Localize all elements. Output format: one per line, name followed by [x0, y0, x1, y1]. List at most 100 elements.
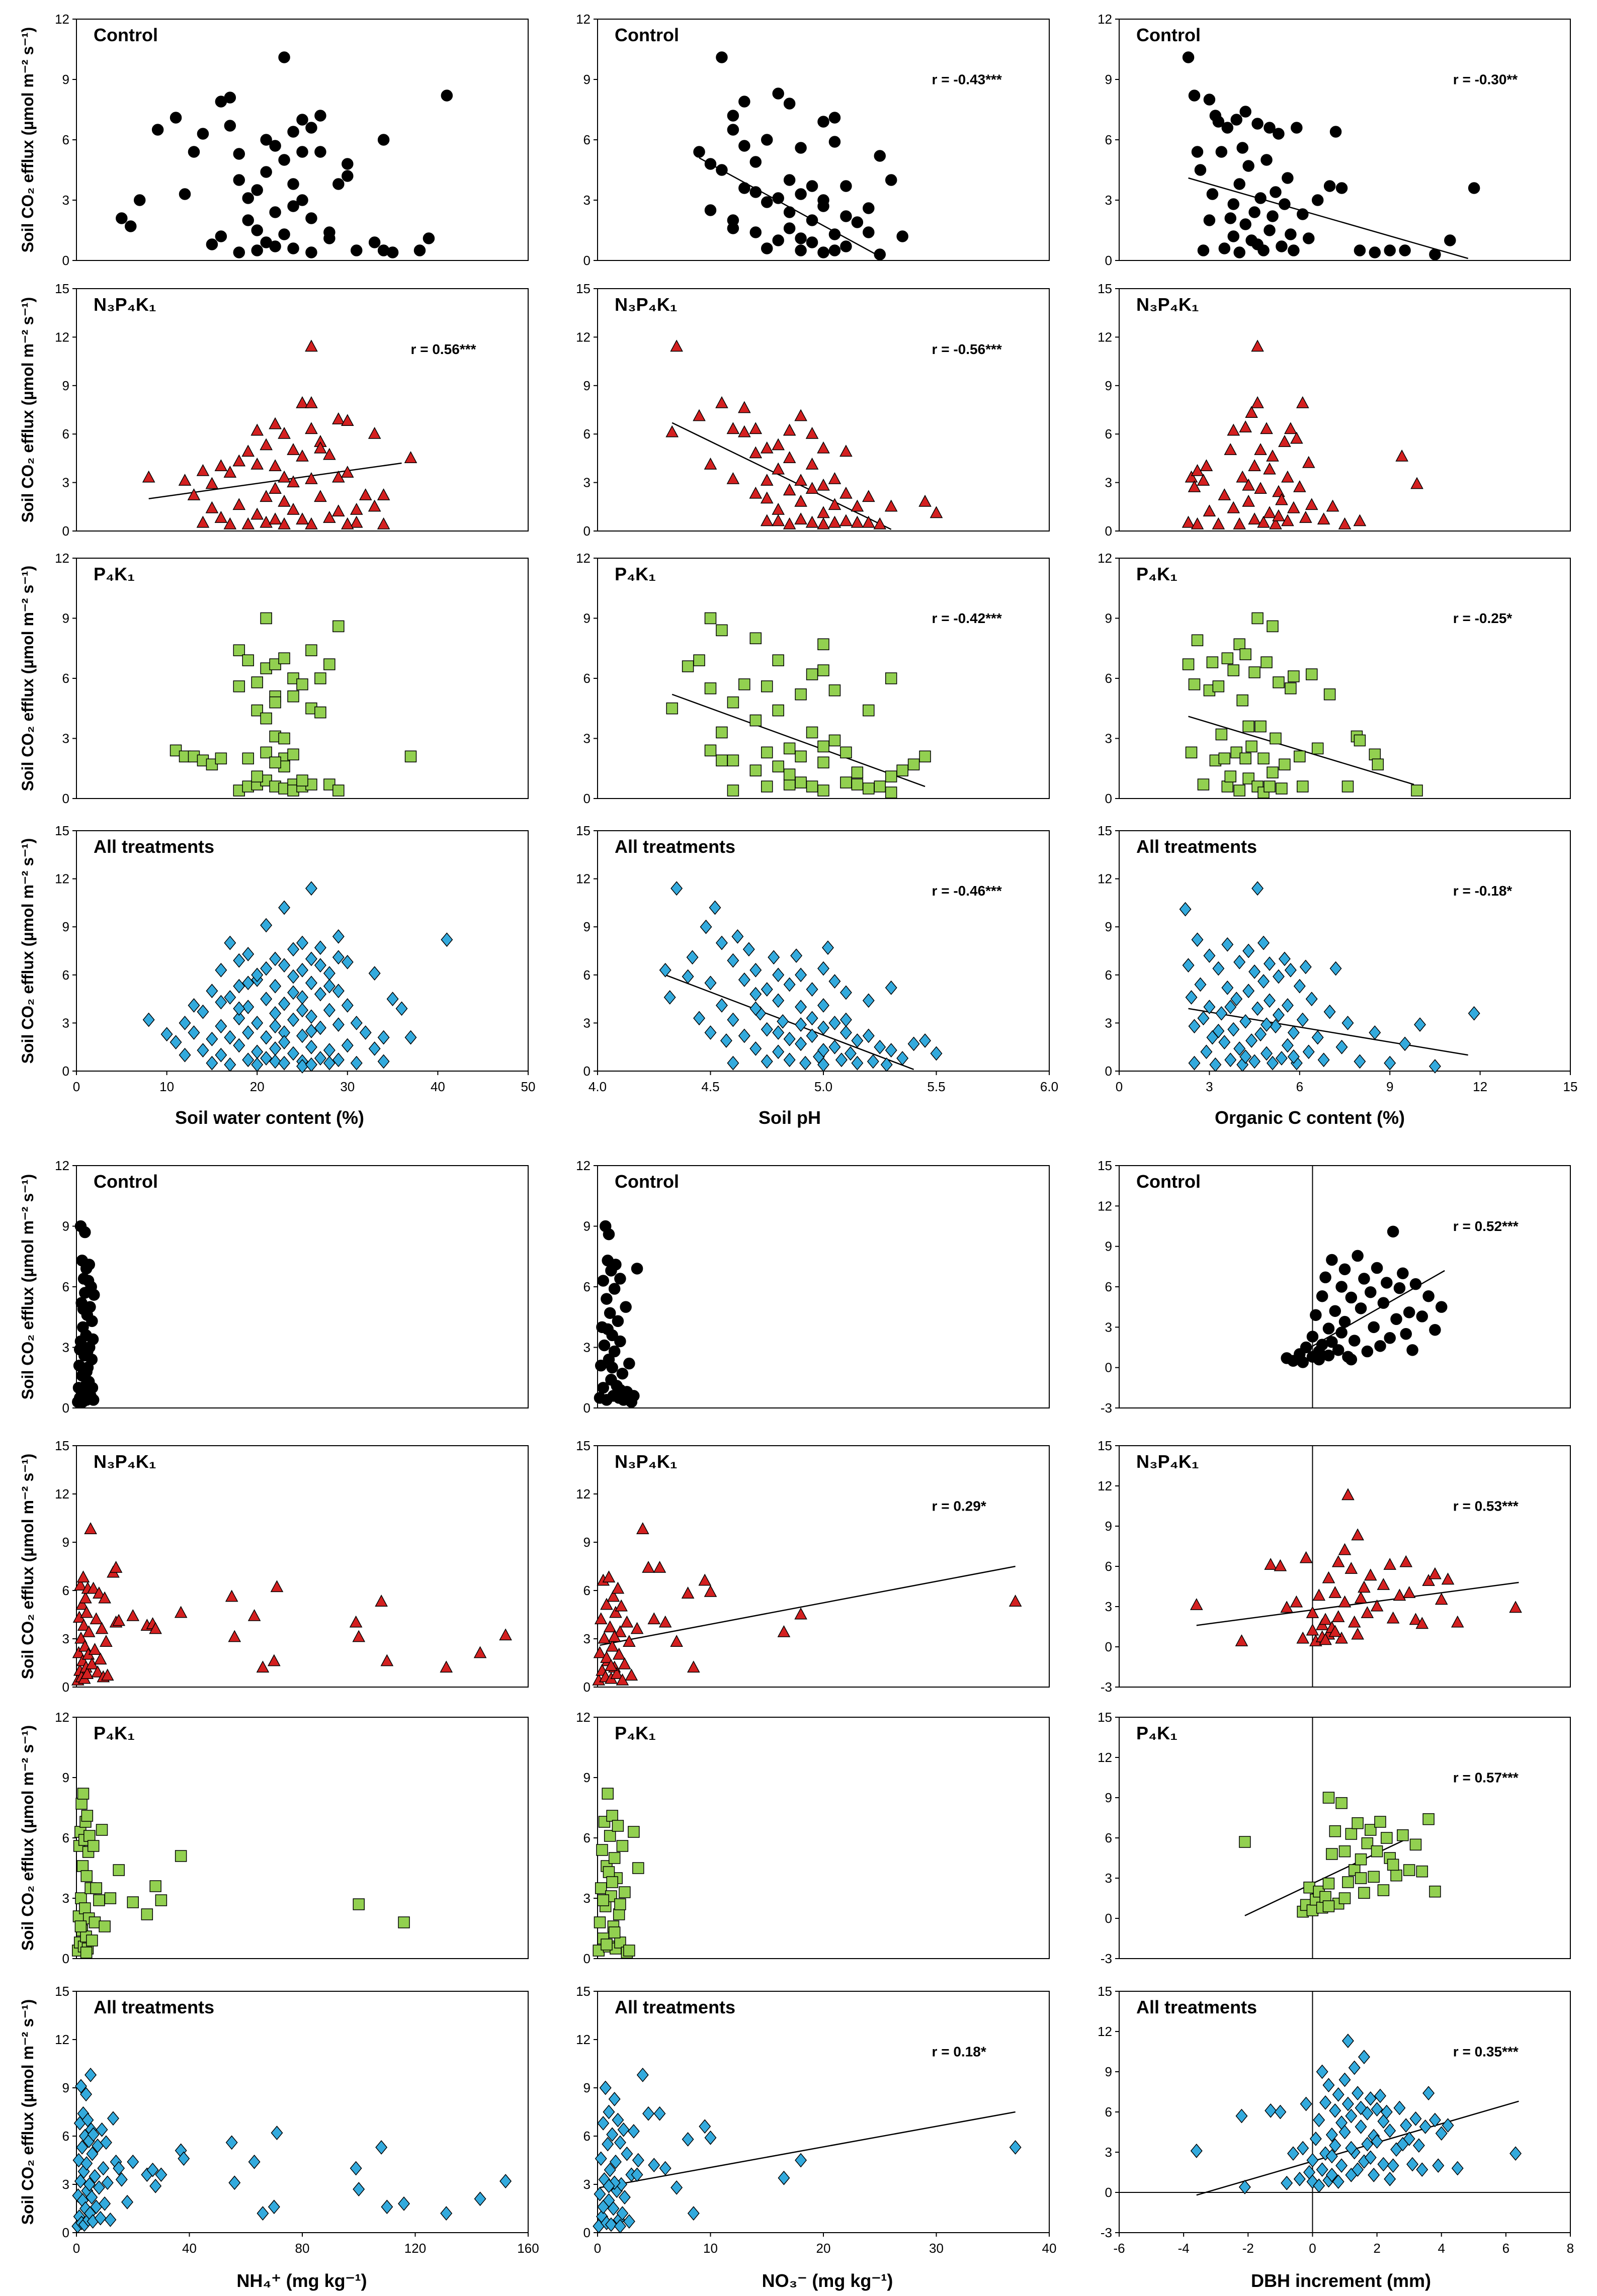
data-point [851, 1055, 864, 1071]
panel-8-1: 0 3 6 9 12 15 0 40 80 120 160 All treatments [55, 1984, 539, 2256]
data-point [600, 1598, 613, 1610]
data-point [619, 1886, 631, 1898]
data-point [1361, 1606, 1374, 1618]
correlation-label: r = -0.25* [1453, 610, 1512, 626]
data-point [473, 1646, 487, 1658]
data-point [179, 188, 191, 200]
y-axis-label: Soil CO₂ efflux (µmol m⁻² s⁻¹) [19, 838, 37, 1064]
data-point [699, 2119, 711, 2134]
panel-title-n-p-k: N₃P₄K₁ [615, 1451, 678, 1472]
data-point [1235, 1634, 1248, 1646]
data-point [738, 972, 750, 987]
data-point [709, 900, 721, 915]
panel-title-p-k: P₄K₁ [1136, 564, 1178, 584]
data-point [621, 2146, 633, 2161]
data-point [395, 1001, 408, 1016]
y-tick-label: 12 [576, 551, 591, 566]
data-point [377, 517, 390, 529]
data-point [749, 714, 762, 727]
data-point [612, 1647, 626, 1660]
data-point [768, 950, 780, 965]
plot-frame [76, 558, 529, 799]
data-point [1251, 339, 1264, 352]
data-point [1441, 1572, 1455, 1585]
data-point [260, 1030, 273, 1045]
data-point [214, 511, 228, 523]
data-point [342, 158, 354, 170]
panel-8-2: 0 3 6 9 12 15 0 10 20 30 40 All treatments r = 0.18* [576, 1984, 1056, 2256]
data-point [1322, 2078, 1335, 2093]
data-point [305, 339, 318, 352]
data-point [75, 1798, 88, 1810]
data-point [777, 1014, 789, 1029]
data-point [1206, 188, 1219, 200]
data-point [1345, 2141, 1358, 2156]
data-point [738, 1028, 750, 1043]
data-point [642, 1560, 655, 1573]
data-point [603, 1866, 615, 1878]
plot-frame [597, 1165, 1050, 1408]
data-point [863, 782, 875, 794]
data-point [269, 979, 282, 994]
data-point [828, 515, 842, 528]
data-point [1341, 780, 1354, 792]
data-point [1257, 752, 1270, 765]
data-point [349, 1615, 363, 1628]
data-point [1212, 680, 1225, 692]
data-point [772, 993, 785, 1008]
data-point [1354, 244, 1366, 256]
data-point [738, 678, 750, 690]
data-point [795, 1017, 807, 1032]
data-point [1393, 1282, 1406, 1294]
y-tick-label: 6 [583, 132, 591, 147]
data-point [817, 246, 829, 258]
data-point [1282, 172, 1294, 184]
data-point [242, 1052, 255, 1068]
data-point [1444, 234, 1456, 246]
data-point [81, 1810, 94, 1822]
data-point [1299, 511, 1312, 523]
data-point [840, 746, 852, 759]
data-point [851, 515, 864, 528]
data-point [305, 881, 317, 896]
data-point [1326, 1254, 1338, 1266]
data-point [74, 1920, 87, 1932]
data-point [1428, 2112, 1441, 2128]
data-point [1227, 423, 1240, 436]
y-tick-label: 12 [55, 551, 69, 566]
x-tick-label: 120 [404, 2241, 426, 2256]
data-point [602, 1570, 616, 1582]
plot-frame [597, 1991, 1050, 2233]
data-point [632, 1862, 644, 1874]
data-point [1248, 459, 1261, 472]
data-point [614, 1898, 626, 1910]
data-point [1009, 2140, 1022, 2155]
y-tick-label: 15 [55, 1438, 69, 1453]
data-point [269, 1054, 282, 1069]
data-point [332, 470, 345, 483]
trend-line [600, 1565, 1016, 1646]
y-tick-label: 3 [62, 193, 69, 208]
y-tick-label: 9 [583, 72, 591, 87]
data-point [1224, 212, 1237, 224]
data-point [79, 1591, 92, 1604]
trend-line [1188, 716, 1414, 785]
data-point [225, 1589, 238, 1602]
data-point [323, 1043, 335, 1057]
data-point [772, 760, 784, 773]
data-point [101, 1668, 114, 1681]
data-point [614, 1335, 626, 1348]
data-point [1305, 668, 1318, 680]
data-point [761, 1022, 773, 1037]
data-point [93, 1586, 106, 1599]
data-point [607, 1589, 620, 1602]
x-tick-label: 6.0 [1040, 1079, 1058, 1094]
correlation-label: r = -0.18* [1453, 883, 1512, 899]
data-point [233, 246, 245, 258]
data-point [250, 423, 264, 436]
data-point [806, 236, 818, 248]
data-point [342, 170, 354, 182]
data-point [930, 506, 943, 518]
data-point [863, 226, 875, 238]
data-point [1275, 1051, 1288, 1066]
